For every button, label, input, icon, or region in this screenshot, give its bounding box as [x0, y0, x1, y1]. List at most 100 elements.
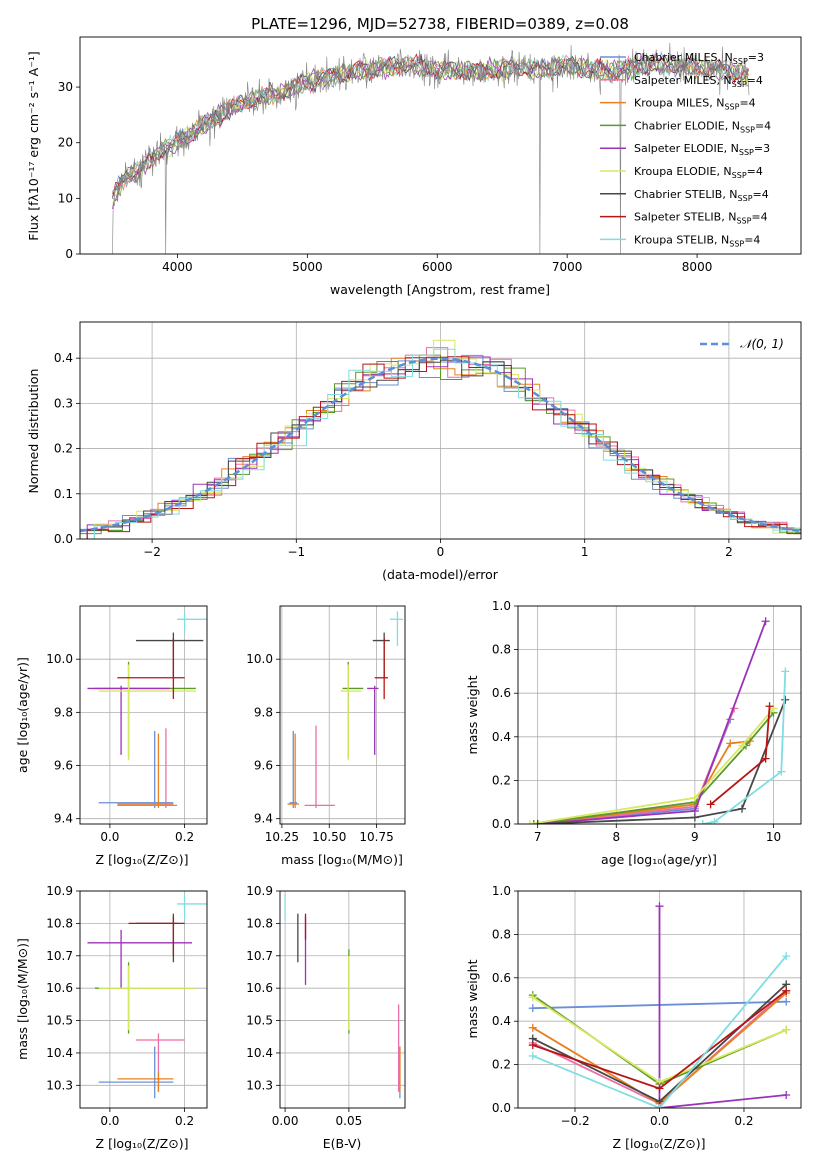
weight-vs-z-marker-salpeter-elodie [655, 902, 664, 911]
legend-nssp: =3 [748, 51, 764, 64]
legend-sep: , N [714, 233, 729, 246]
spectrum-plot: 4000 5000 6000 7000 8000 0 10 20 30 [58, 36, 802, 274]
age-vs-z-ytick-label: 9.8 [54, 705, 73, 719]
weight-vs-age-ytick-label: 1.0 [492, 599, 511, 613]
age-vs-z-point-salpeter-miles [117, 728, 178, 809]
weight-vs-z-marker-kroupa-stelib [782, 952, 791, 961]
legend-label-salpeter-elodie: Salpeter ELODIE, NSSP=3 [634, 142, 770, 157]
legend-subscript: SSP [732, 80, 747, 89]
mass-vs-ebv-ytick-label: 10.9 [246, 884, 273, 898]
age-vs-mass-xtick-label: 10.50 [312, 830, 346, 844]
weight-vs-age-xtick-label: 8 [612, 830, 620, 844]
legend-label-chabrier-miles: Chabrier MILES, NSSP=3 [634, 51, 764, 66]
weight-vs-age-ytick-label: 0.4 [492, 730, 511, 744]
weight-vs-z-xtick-label: −0.2 [560, 1114, 589, 1128]
spectrum-ytick-label: 0 [65, 247, 73, 261]
mass-vs-z-ytick-label: 10.6 [46, 981, 73, 995]
spectrum-ytick-label: 10 [58, 191, 73, 205]
age-vs-mass-point-salpeter-miles [304, 725, 335, 809]
legend-entry-kroupa-miles: Kroupa MILES, NSSP=4 [600, 97, 756, 112]
legend-sep: , N [716, 74, 731, 87]
spectrum-xtick-label: 4000 [162, 260, 193, 274]
weight-vs-age-marker-kroupa-elodie [738, 741, 747, 750]
age-vs-mass-point-salpeter-elodie [367, 685, 379, 755]
weight-vs-age-marker-chabrier-stelib [781, 695, 790, 704]
mass-vs-z-xlabel: Z [log₁₀(Z/Z⊙)] [96, 1136, 189, 1151]
weight-vs-z-ytick-label: 0.4 [492, 1014, 511, 1028]
mass-vs-ebv-marks [284, 894, 401, 1099]
normal-legend-label: 𝒩(0, 1) [740, 337, 784, 351]
legend-subscript: SSP [738, 194, 753, 203]
weight-vs-z-xlabel: Z [log₁₀(Z/Z⊙)] [613, 1136, 706, 1151]
mass-vs-z-marks [87, 894, 207, 1099]
mass-vs-z-point-kroupa-elodie [98, 965, 196, 1031]
age-vs-mass-ytick-label: 9.8 [254, 705, 273, 719]
residuals-xtick-label: 1 [581, 545, 589, 559]
mass-vs-z-xtick-label: 0.0 [100, 1114, 119, 1128]
weight-vs-z-xtick-label: 0.0 [650, 1114, 669, 1128]
weight-vs-age-marker-chabrier-stelib [738, 804, 747, 813]
weight-vs-age-marker-kroupa-elodie [525, 820, 534, 824]
residuals-ytick-label: 0.0 [54, 532, 73, 546]
mass-vs-z-ytick-label: 10.8 [46, 916, 73, 930]
weight-vs-z-marks [528, 902, 791, 1108]
mass-vs-z-point-salpeter-elodie [87, 929, 193, 989]
weight-vs-z-ylabel: mass weight [465, 959, 480, 1038]
age-vs-mass-ytick-label: 10.0 [246, 652, 273, 666]
residuals-xtick-label: −1 [287, 545, 305, 559]
age-vs-mass-xlabel: mass [log₁₀(M/M⊙)] [281, 852, 403, 867]
legend-nssp: =4 [755, 119, 771, 132]
legend-name: Kroupa ELODIE [634, 165, 716, 178]
mass-vs-ebv-ytick-label: 10.3 [246, 1078, 273, 1092]
weight-vs-age-marker-kroupa-miles [726, 739, 735, 748]
weight-vs-z-ytick-label: 0.6 [492, 971, 511, 985]
weight-vs-age-xlabel: age [log₁₀(age/yr)] [601, 852, 717, 867]
weight-vs-z-line-kroupa-stelib [532, 955, 787, 1108]
residuals-plot: −2 −1 0 1 2 0.0 0.1 0.2 0.3 0.4 [54, 321, 802, 559]
weight-vs-age-ytick-label: 0.2 [492, 773, 511, 787]
weight-vs-z-xtick-label: 0.2 [734, 1114, 753, 1128]
weight-vs-age-marks [525, 617, 790, 824]
mass-vs-z-point-kroupa-stelib [177, 894, 207, 921]
age-vs-mass-marks [287, 611, 404, 809]
mass-vs-ebv-frame [279, 890, 406, 1109]
legend-subscript: SSP [724, 103, 739, 112]
weight-vs-age-marker-salpeter-stelib [765, 702, 774, 711]
spectrum-ytick-label: 30 [58, 80, 73, 94]
legend-nssp: =4 [753, 188, 769, 201]
age-vs-mass-point-salpeter-stelib [374, 637, 388, 700]
mass-vs-ebv-ytick-label: 10.7 [246, 949, 273, 963]
age-vs-mass-ytick-label: 9.6 [254, 759, 273, 773]
weight-vs-z-frame [517, 890, 802, 1109]
weight-vs-z-ytick-label: 0.8 [492, 927, 511, 941]
weight-vs-age-xtick-label: 10 [766, 830, 781, 844]
weight-vs-age-marker-chabrier-stelib [690, 813, 699, 822]
weight-vs-age-marker-chabrier-elodie [529, 820, 538, 824]
legend-subscript: SSP [740, 125, 755, 134]
residuals-xlabel: (data-model)/error [382, 567, 499, 582]
weight-vs-age-marker-salpeter-elodie [761, 617, 770, 626]
age-vs-z-marks [87, 611, 207, 809]
weight-vs-age-line-kroupa-elodie [529, 707, 775, 824]
legend-label-kroupa-elodie: Kroupa ELODIE, NSSP=4 [634, 165, 763, 180]
mass-vs-z-ylabel: mass [log₁₀(M/M⊙)] [15, 938, 30, 1060]
spectrum-ylabel: Flux [fλ10⁻¹⁷ erg cm⁻² s⁻¹ A⁻¹] [26, 51, 41, 240]
mass-vs-z-frame [79, 890, 208, 1109]
legend-sep: , N [725, 119, 740, 132]
weight-vs-age-marker-chabrier-stelib [533, 820, 542, 824]
spectrum-xlabel: wavelength [Angstrom, rest frame] [330, 282, 550, 297]
mass-vs-z-xtick-label: 0.2 [175, 1114, 194, 1128]
age-vs-z-ytick-label: 9.4 [54, 812, 73, 826]
legend-nssp: =4 [744, 233, 760, 246]
age-vs-mass-xtick-label: 10.75 [359, 830, 393, 844]
legend-sep: , N [721, 211, 736, 224]
age-vs-z-xtick-label: 0.2 [175, 830, 194, 844]
legend-sep: , N [718, 51, 733, 64]
mass-vs-z-plot: 0.0 0.2 10.3 10.4 10.5 10.6 10.7 10.8 10.9 [46, 884, 208, 1128]
normal-curve [80, 357, 801, 533]
age-vs-z-xtick-label: 0.0 [100, 830, 119, 844]
age-vs-z-point-kroupa-elodie [98, 664, 196, 761]
legend-subscript: SSP [732, 171, 747, 180]
weight-vs-z-marker-kroupa-elodie [528, 993, 537, 1002]
